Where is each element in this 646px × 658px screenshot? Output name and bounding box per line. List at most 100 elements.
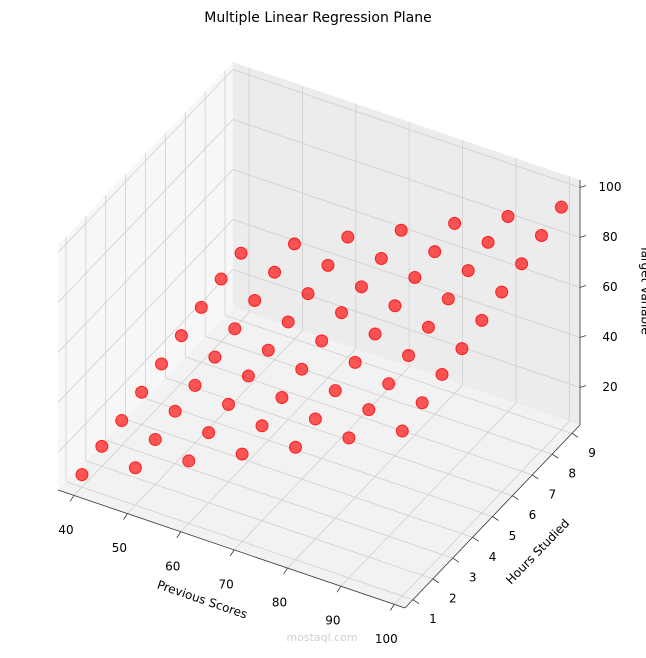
y-tick: [412, 599, 420, 605]
z-tick-label: 100: [599, 180, 622, 194]
grid-line: [57, 119, 234, 303]
y-tick-label: 7: [548, 487, 556, 501]
point: [275, 390, 289, 404]
y-tick: [571, 432, 579, 438]
y-tick-label: 6: [529, 508, 537, 522]
y-tick: [492, 516, 499, 521]
y-axis-label: Hours Studied: [503, 516, 572, 587]
grid-line: [145, 398, 493, 517]
point: [321, 258, 335, 272]
point: [501, 210, 515, 224]
point: [475, 313, 489, 327]
grid-line: [57, 269, 234, 453]
x-tick-label: 40: [58, 523, 73, 537]
point: [441, 292, 455, 306]
point: [515, 257, 529, 271]
point: [287, 237, 301, 251]
x-tick: [69, 495, 75, 502]
point: [448, 216, 462, 230]
grid-line: [125, 418, 473, 538]
x-tick-label: 70: [219, 577, 234, 591]
point: [194, 300, 208, 314]
x-tick: [229, 549, 235, 557]
y-tick: [551, 453, 559, 459]
point: [214, 272, 228, 286]
grid-line: [232, 69, 581, 188]
point: [328, 384, 342, 398]
point: [374, 252, 388, 266]
point: [188, 378, 202, 392]
watermark: mostaql.com: [286, 631, 357, 644]
x-tick: [123, 513, 128, 520]
point: [234, 246, 248, 260]
z-tick: [579, 335, 587, 338]
point: [461, 264, 475, 278]
y-tick-label: 1: [429, 612, 437, 626]
point: [95, 439, 109, 453]
point: [268, 265, 282, 279]
point: [382, 377, 396, 391]
point: [115, 414, 129, 428]
point: [388, 299, 402, 313]
y-tick-label: 8: [568, 467, 576, 481]
x-tick-label: 60: [165, 559, 180, 573]
point: [155, 357, 169, 371]
point: [255, 419, 269, 433]
y-tick-label: 3: [469, 571, 477, 585]
z-tick-label: 20: [602, 380, 617, 394]
point: [315, 334, 329, 348]
point: [402, 349, 416, 363]
point: [128, 461, 142, 475]
grid-line: [205, 335, 553, 455]
point: [182, 454, 196, 468]
point: [394, 223, 408, 237]
point: [281, 315, 295, 329]
x-tick: [283, 567, 288, 575]
x-axis-label: Previous Scores: [155, 578, 249, 622]
z-tick-label: 40: [602, 330, 617, 344]
point: [421, 320, 435, 334]
x-tick-label: 80: [272, 596, 287, 610]
grid-line: [232, 269, 581, 388]
y-axis: [404, 424, 581, 609]
z-tick: [579, 285, 587, 288]
grid-line: [57, 169, 234, 353]
z-tick-label: 60: [602, 280, 617, 294]
point: [408, 270, 422, 284]
grid-line: [65, 481, 414, 601]
point: [348, 355, 362, 369]
y-tick: [452, 557, 459, 563]
y-tick-label: 4: [489, 550, 497, 564]
grid-line: [105, 439, 453, 559]
point: [228, 322, 242, 336]
point: [428, 245, 442, 259]
point: [362, 403, 376, 417]
y-tick: [532, 474, 539, 480]
x-tick: [176, 531, 182, 538]
y-tick-label: 5: [509, 529, 517, 543]
point: [135, 385, 149, 399]
point: [235, 447, 249, 461]
point: [248, 294, 262, 308]
point: [208, 350, 222, 364]
x-tick-label: 90: [325, 614, 340, 628]
point: [222, 397, 236, 411]
grid-line: [57, 69, 234, 253]
point: [335, 306, 349, 320]
y-tick-label: 2: [449, 591, 457, 605]
chart-title: Multiple Linear Regression Plane: [204, 10, 431, 26]
pane-back: [233, 62, 580, 425]
point: [261, 343, 275, 357]
point: [455, 342, 469, 356]
point: [435, 367, 449, 381]
point: [341, 230, 355, 244]
point: [308, 412, 322, 426]
point: [289, 440, 303, 454]
x-axis: [57, 489, 406, 609]
point: [354, 280, 368, 294]
x-tick: [389, 604, 395, 611]
point: [295, 362, 309, 376]
y-tick: [472, 536, 479, 542]
